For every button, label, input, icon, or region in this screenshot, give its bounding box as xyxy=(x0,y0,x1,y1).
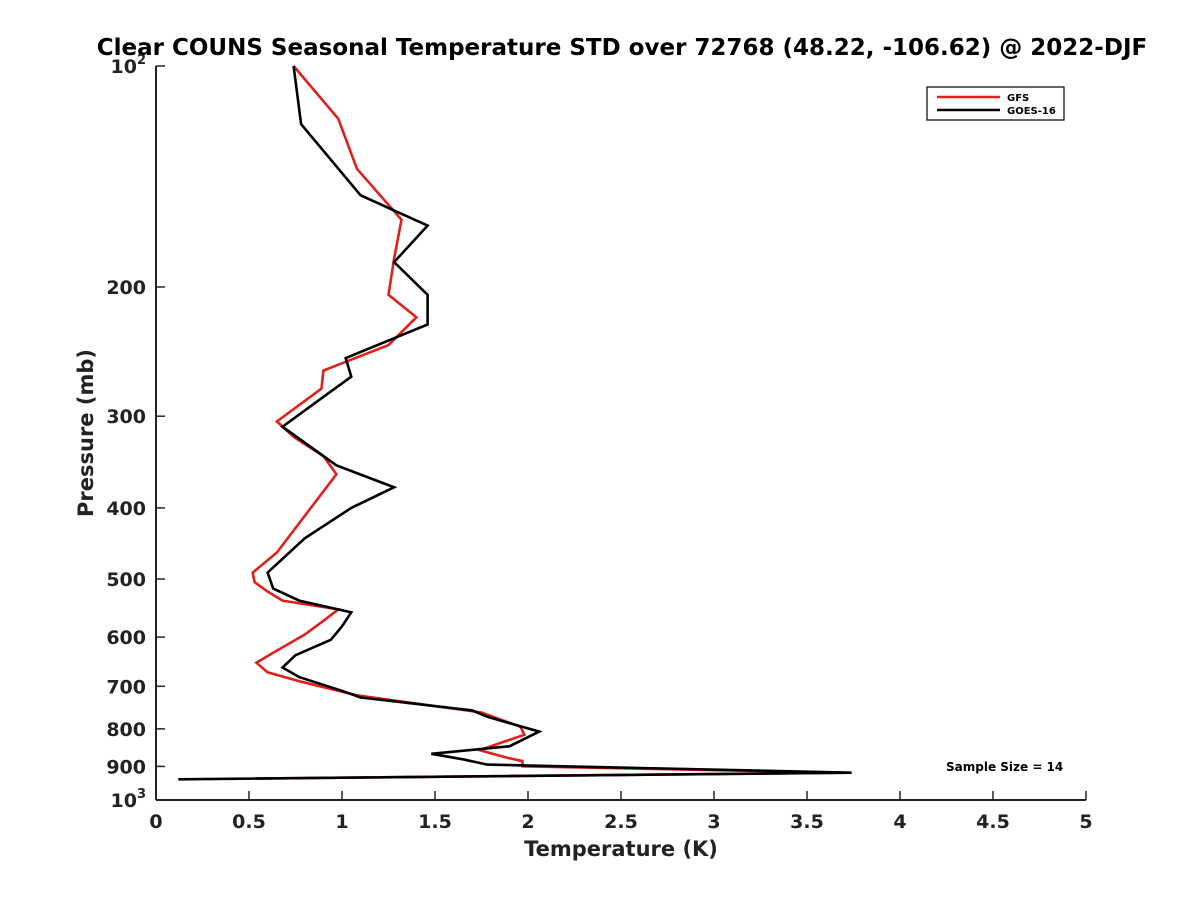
series-line-gfs xyxy=(251,65,845,780)
x-tick-label: 4 xyxy=(893,811,906,833)
series-line-goes16 xyxy=(178,65,852,781)
x-tick-label: 2 xyxy=(521,811,534,833)
x-ticks: 0 0.5 1 1.5 2 2.5 3 3.5 4 4.5 5 xyxy=(149,791,1093,833)
x-tick-label: 3.5 xyxy=(790,811,824,833)
x-tick-label: 1 xyxy=(335,811,348,833)
legend-label-goes16: GOES-16 xyxy=(1007,106,1056,117)
series-group xyxy=(178,65,852,781)
chart-title: Clear COUNS Seasonal Temperature STD ove… xyxy=(97,35,1147,61)
y-ticks: 102 200 300 400 500 600 700 800 900 103 xyxy=(106,53,165,812)
x-tick-label: 0 xyxy=(149,811,162,833)
y-tick-label: 600 xyxy=(106,627,146,649)
x-tick-label: 2.5 xyxy=(604,811,638,833)
x-tick-label: 0.5 xyxy=(232,811,266,833)
y-tick-label: 400 xyxy=(106,498,146,520)
y-tick-label: 900 xyxy=(106,756,146,778)
x-tick-label: 5 xyxy=(1079,811,1092,833)
legend-label-gfs: GFS xyxy=(1007,93,1029,104)
y-tick-label: 800 xyxy=(106,719,146,741)
y-tick-label: 102 xyxy=(111,53,147,78)
x-tick-label: 4.5 xyxy=(976,811,1010,833)
y-tick-label: 103 xyxy=(111,787,147,812)
y-tick-label: 300 xyxy=(106,406,146,428)
x-axis-label: Temperature (K) xyxy=(524,837,718,861)
x-tick-label: 3 xyxy=(707,811,720,833)
y-tick-label: 700 xyxy=(106,676,146,698)
legend-box xyxy=(926,86,1065,121)
x-tick-label: 1.5 xyxy=(418,811,452,833)
y-tick-label: 200 xyxy=(106,277,146,299)
y-tick-label: 500 xyxy=(106,569,146,591)
sample-size-annotation: Sample Size = 14 xyxy=(946,760,1063,774)
legend: GFS GOES-16 xyxy=(926,86,1065,121)
y-axis-label: Pressure (mb) xyxy=(74,349,98,517)
